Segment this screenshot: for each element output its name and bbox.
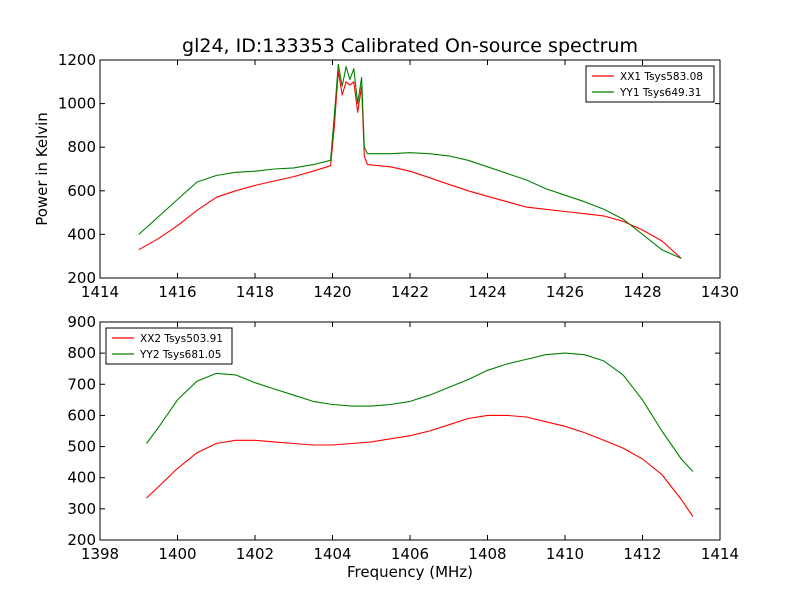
legend-entry: YY1 Tsys649.31: [619, 87, 701, 99]
x-tick-label: 1402: [236, 545, 274, 563]
y-tick-label: 1200: [58, 51, 96, 69]
y-tick-label: 800: [67, 344, 96, 362]
y-tick-label: 500: [67, 438, 96, 456]
legend: XX2 Tsys503.91 YY2 Tsys681.05: [105, 327, 233, 365]
y-tick-label: 200: [67, 531, 96, 549]
legend-entry: YY2 Tsys681.05: [139, 349, 221, 361]
y-tick-label: 200: [67, 269, 96, 287]
bottom-plot: 1398 1400 1402 1404 1406 1408 1410 1412 1414 200 3…: [67, 313, 739, 581]
y-tick-label: 900: [67, 313, 96, 331]
legend-box: [105, 327, 233, 365]
x-tick-label: 1426: [546, 283, 584, 301]
y-tick-label: 400: [67, 469, 96, 487]
y-tick-label: 400: [67, 225, 96, 243]
x-tick-label: 1406: [391, 545, 429, 563]
legend-box: [585, 65, 715, 103]
x-tick-label: 1414: [81, 283, 119, 301]
x-tick-label: 1430: [701, 283, 739, 301]
x-tick-label: 1398: [81, 545, 119, 563]
series-line-xx: [146, 414, 694, 517]
chart-title: gl24, ID:133353 Calibrated On-source spe…: [182, 35, 638, 57]
x-tick-label: 1404: [313, 545, 351, 563]
x-tick-label: 1422: [391, 283, 429, 301]
x-tick-label: 1428: [623, 283, 661, 301]
legend-entry: XX1 Tsys583.08: [620, 71, 703, 83]
legend-entry: XX2 Tsys503.91: [140, 333, 223, 345]
x-tick-label: 1400: [158, 545, 196, 563]
series-line-yy: [146, 352, 694, 472]
x-tick-label: 1408: [468, 545, 506, 563]
legend: XX1 Tsys583.08 YY1 Tsys649.31: [585, 65, 715, 103]
x-axis-label: Frequency (MHz): [347, 563, 473, 581]
x-tick-label: 1416: [158, 283, 196, 301]
series-line-yy: [138, 63, 682, 259]
x-tick-label: 1424: [468, 283, 506, 301]
x-tick-label: 1420: [313, 283, 351, 301]
x-tick-label: 1412: [623, 545, 661, 563]
x-tick-label: 1414: [701, 545, 739, 563]
y-tick-label: 700: [67, 375, 96, 393]
y-tick-label: 300: [67, 500, 96, 518]
y-tick-label: 1000: [58, 95, 96, 113]
y-tick-label: 800: [67, 138, 96, 156]
top-plot: 1414 1416 1418 1420 1422 1424 1426 1428 1430 200 4…: [33, 35, 739, 301]
y-axis-label: Power in Kelvin: [33, 112, 51, 226]
x-tick-label: 1418: [236, 283, 274, 301]
y-tick-label: 600: [67, 406, 96, 424]
x-tick-label: 1410: [546, 545, 584, 563]
y-tick-label: 600: [67, 182, 96, 200]
